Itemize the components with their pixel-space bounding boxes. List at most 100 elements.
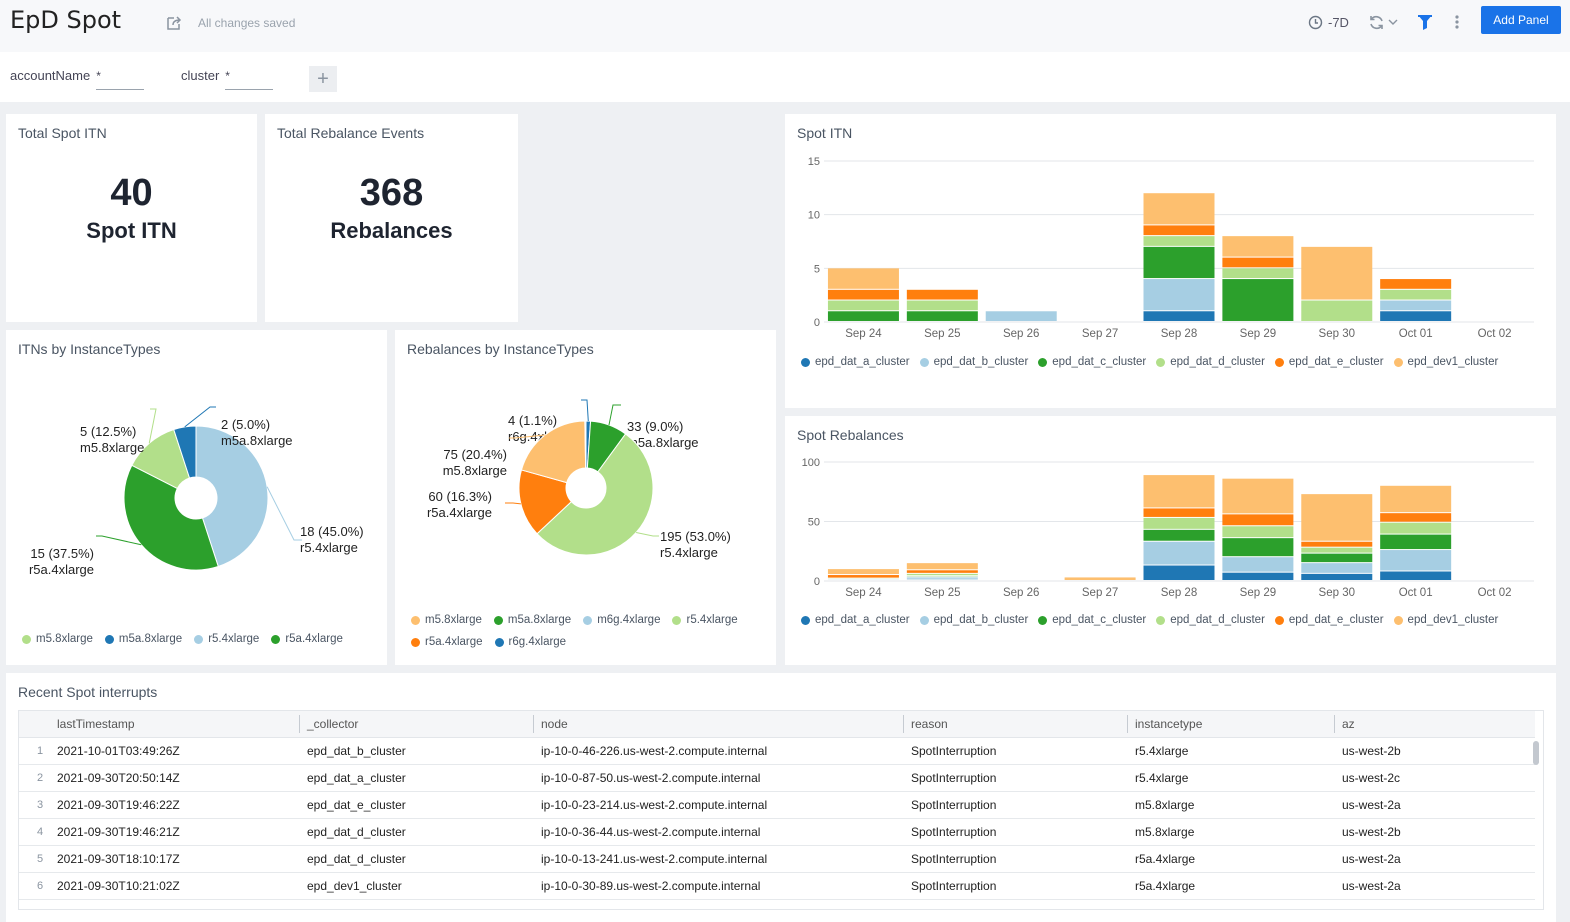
- legend-item[interactable]: epd_dat_c_cluster: [1038, 609, 1146, 631]
- column-header[interactable]: az: [1334, 711, 1535, 738]
- filter-input[interactable]: *: [225, 68, 274, 90]
- table-row[interactable]: 3 2021-09-30T19:46:22Z epd_dat_e_cluster ip…: [19, 791, 1535, 819]
- bar-segment[interactable]: [1222, 572, 1294, 580]
- legend-item[interactable]: epd_dat_c_cluster: [1038, 351, 1146, 373]
- bar-segment[interactable]: [1380, 300, 1452, 311]
- bar-segment[interactable]: [1301, 553, 1373, 563]
- pie-chart-itn[interactable]: 18 (45.0%)r5.4xlarge 15 (37.5%)r5a.4xlarg…: [6, 360, 387, 640]
- add-filter-button[interactable]: +: [309, 66, 337, 92]
- bar-segment[interactable]: [906, 577, 978, 579]
- share-icon[interactable]: [165, 14, 183, 32]
- bar-segment[interactable]: [1301, 246, 1373, 300]
- bar-segment[interactable]: [1222, 478, 1294, 514]
- legend-item[interactable]: m5.8xlarge: [411, 609, 482, 631]
- bar-segment[interactable]: [1380, 279, 1452, 289]
- bar-segment[interactable]: [1301, 563, 1373, 573]
- kpi-panel-rebalance[interactable]: Total Rebalance Events 368 Rebalances: [265, 114, 518, 322]
- legend-item[interactable]: m5a.8xlarge: [493, 609, 571, 631]
- filter-input[interactable]: *: [96, 68, 145, 90]
- pie-slice[interactable]: [520, 420, 587, 484]
- bar-segment[interactable]: [1143, 565, 1215, 580]
- legend-item[interactable]: r5.4xlarge: [194, 628, 259, 650]
- legend-item[interactable]: m5.8xlarge: [22, 628, 93, 650]
- bar-segment[interactable]: [1222, 557, 1294, 572]
- table-container[interactable]: lastTimestamp _collector node reason ins…: [18, 710, 1544, 910]
- bar-segment[interactable]: [1143, 279, 1215, 311]
- bar-segment[interactable]: [1143, 508, 1215, 517]
- bar-segment[interactable]: [985, 311, 1057, 321]
- legend-item[interactable]: epd_dat_e_cluster: [1274, 351, 1384, 373]
- bar-segment[interactable]: [1222, 236, 1294, 257]
- filter-accountname[interactable]: accountName *: [10, 68, 145, 90]
- bar-segment[interactable]: [1222, 279, 1294, 321]
- more-vertical-icon[interactable]: [1450, 12, 1464, 32]
- dashboard-title[interactable]: EpD Spot: [10, 6, 122, 34]
- bar-segment[interactable]: [1380, 534, 1452, 550]
- bar-segment[interactable]: [1222, 538, 1294, 557]
- bar-segment[interactable]: [1222, 526, 1294, 538]
- legend-item[interactable]: m6g.4xlarge: [583, 609, 660, 631]
- pie-slice[interactable]: [195, 425, 269, 568]
- bar-segment[interactable]: [1380, 522, 1452, 534]
- legend-item[interactable]: epd_dat_b_cluster: [919, 609, 1028, 631]
- bar-segment[interactable]: [1301, 494, 1373, 541]
- column-header[interactable]: instancetype: [1127, 711, 1334, 738]
- column-header[interactable]: lastTimestamp: [49, 711, 299, 738]
- pie-slice[interactable]: [173, 425, 197, 479]
- bar-segment[interactable]: [1143, 311, 1215, 321]
- bar-segment[interactable]: [1380, 550, 1452, 571]
- legend-item[interactable]: epd_dat_a_cluster: [801, 609, 910, 631]
- bar-segment[interactable]: [1301, 300, 1373, 321]
- bar-segment[interactable]: [1143, 541, 1215, 565]
- legend-item[interactable]: r5a.4xlarge: [271, 628, 343, 650]
- legend-item[interactable]: epd_dat_d_cluster: [1156, 351, 1265, 373]
- bar-segment[interactable]: [1380, 513, 1452, 522]
- legend-item[interactable]: r5.4xlarge: [672, 609, 738, 631]
- refresh-control[interactable]: [1368, 12, 1398, 32]
- table-row[interactable]: 4 2021-09-30T19:46:21Z epd_dat_d_cluster ip…: [19, 818, 1535, 846]
- bar-segment[interactable]: [1222, 257, 1294, 268]
- table-row[interactable]: 5 2021-09-30T18:10:17Z epd_dat_d_cluster ip…: [19, 845, 1535, 873]
- bar-segment[interactable]: [827, 311, 899, 321]
- bar-segment[interactable]: [906, 570, 978, 573]
- column-header[interactable]: reason: [903, 711, 1127, 738]
- bar-segment[interactable]: [1143, 529, 1215, 541]
- bar-panel-itn[interactable]: Spot ITN 0 5 10 15 Sep 24 Sep 25 Sep 26 Sep 27 S…: [785, 114, 1556, 408]
- bar-segment[interactable]: [1380, 571, 1452, 580]
- bar-segment[interactable]: [1301, 547, 1373, 553]
- bar-segment[interactable]: [1143, 517, 1215, 529]
- legend-item[interactable]: m5a.8xlarge: [104, 628, 182, 650]
- time-range-picker[interactable]: -7D: [1308, 12, 1349, 32]
- legend-item[interactable]: epd_dat_a_cluster: [801, 351, 910, 373]
- table-row[interactable]: 6 2021-09-30T10:21:02Z epd_dev1_cluster ip-…: [19, 872, 1535, 900]
- bar-segment[interactable]: [1380, 311, 1452, 321]
- bar-chart-itn[interactable]: 0 5 10 15 Sep 24 Sep 25 Sep 26 Sep 27 Sep 28 Sep …: [785, 114, 1556, 350]
- bar-chart-rebalance[interactable]: 0 50 100 Sep 24 Sep 25 Sep 26 Sep 27 Sep 28 Sep …: [785, 416, 1556, 608]
- bar-segment[interactable]: [1143, 246, 1215, 279]
- legend-item[interactable]: epd_dev1_cluster: [1393, 351, 1498, 373]
- bar-segment[interactable]: [1301, 573, 1373, 580]
- bar-segment[interactable]: [827, 300, 899, 311]
- bar-segment[interactable]: [906, 573, 978, 576]
- table-row[interactable]: 1 2021-10-01T03:49:26Z epd_dat_b_cluster ip…: [19, 737, 1535, 765]
- bar-segment[interactable]: [827, 268, 899, 289]
- legend-item[interactable]: r6g.4xlarge: [494, 631, 566, 653]
- bar-segment[interactable]: [827, 569, 899, 575]
- kpi-panel-itn[interactable]: Total Spot ITN 40 Spot ITN: [6, 114, 257, 322]
- pie-panel-rebalance[interactable]: Rebalances by InstanceTypes 4 (1.1%) r6g.…: [395, 330, 776, 665]
- bar-segment[interactable]: [1143, 225, 1215, 236]
- legend-item[interactable]: r5a.4xlarge: [411, 631, 483, 653]
- bar-segment[interactable]: [1143, 475, 1215, 508]
- bar-segment[interactable]: [1222, 514, 1294, 526]
- pie-panel-itn[interactable]: ITNs by InstanceTypes 18 (45.0%) r5.4xlar…: [6, 330, 387, 665]
- pie-slice[interactable]: [584, 420, 587, 469]
- bar-segment[interactable]: [906, 289, 978, 300]
- bar-segment[interactable]: [1222, 268, 1294, 279]
- table-scrollbar[interactable]: [1533, 741, 1539, 765]
- bar-segment[interactable]: [1143, 193, 1215, 225]
- filter-icon[interactable]: [1416, 12, 1434, 32]
- column-header[interactable]: node: [533, 711, 903, 738]
- table-row[interactable]: 2 2021-09-30T20:50:14Z epd_dat_a_cluster ip…: [19, 764, 1535, 792]
- filter-cluster[interactable]: cluster *: [181, 68, 274, 90]
- bar-panel-rebalance[interactable]: Spot Rebalances 0 50 100 Sep 24 Sep 25 Sep 26…: [785, 416, 1556, 665]
